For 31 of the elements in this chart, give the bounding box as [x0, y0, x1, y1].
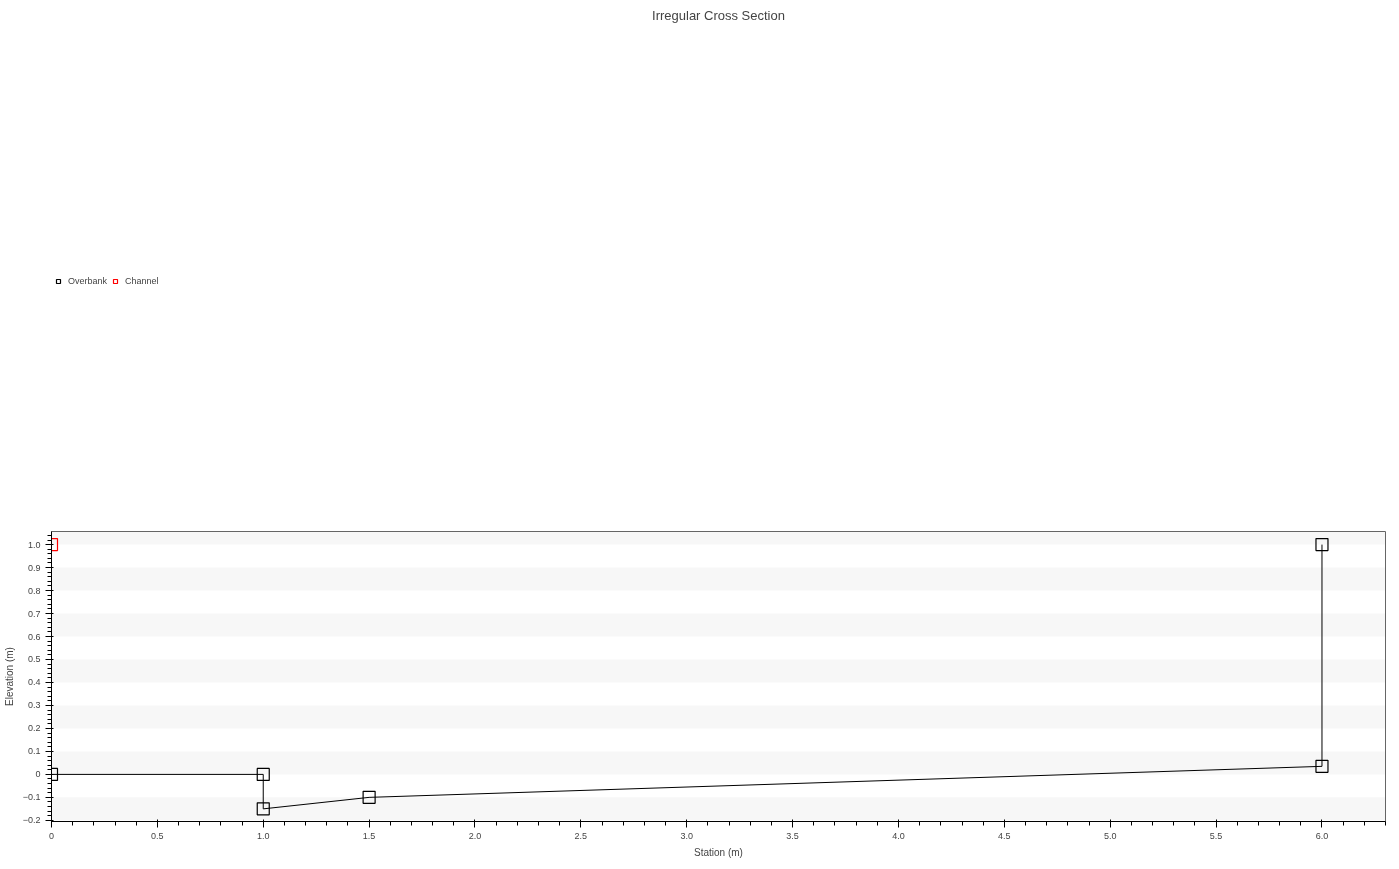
legend-label: Overbank [68, 276, 108, 286]
y-tick-label: 0.4 [27, 677, 41, 688]
y-tick-label: 0.3 [27, 700, 41, 711]
y-tick-label: 0.1 [27, 746, 41, 757]
x-tick-label: 0 [49, 830, 55, 841]
x-tick-label: 1.0 [256, 830, 270, 841]
x-tick-label: 0.5 [151, 830, 164, 841]
x-tick-label: 2.0 [468, 830, 482, 841]
x-tick-label: 4.5 [998, 830, 1011, 841]
x-tick-label: 4.0 [892, 830, 905, 841]
legend-label: Channel [125, 276, 159, 286]
y-tick-label: 0 [35, 769, 41, 780]
x-tick-label: 5.0 [1103, 830, 1117, 841]
y-tick-label: −0.1 [22, 792, 41, 803]
x-tick-label: 5.5 [1209, 830, 1223, 841]
x-tick-label: 3.5 [786, 830, 799, 841]
y-tick-label: 0.6 [27, 631, 41, 642]
y-axis-title: Elevation (m) [3, 647, 15, 706]
y-tick-label: 0.2 [27, 723, 41, 734]
x-axis-title: Station (m) [694, 846, 743, 858]
y-tick-label: 0.9 [27, 562, 41, 573]
x-tick-label: 2.5 [574, 830, 588, 841]
x-tick-label: 3.0 [680, 830, 693, 841]
chart-title: Irregular Cross Section [652, 7, 785, 23]
y-tick-label: −0.2 [22, 815, 41, 826]
y-tick-label: 0.8 [27, 585, 41, 596]
x-tick-label: 6.0 [1315, 830, 1329, 841]
x-tick-label: 1.5 [362, 830, 376, 841]
y-tick-label: 0.5 [27, 654, 41, 665]
y-tick-label: 0.7 [27, 608, 41, 619]
y-tick-label: 1.0 [27, 539, 41, 550]
